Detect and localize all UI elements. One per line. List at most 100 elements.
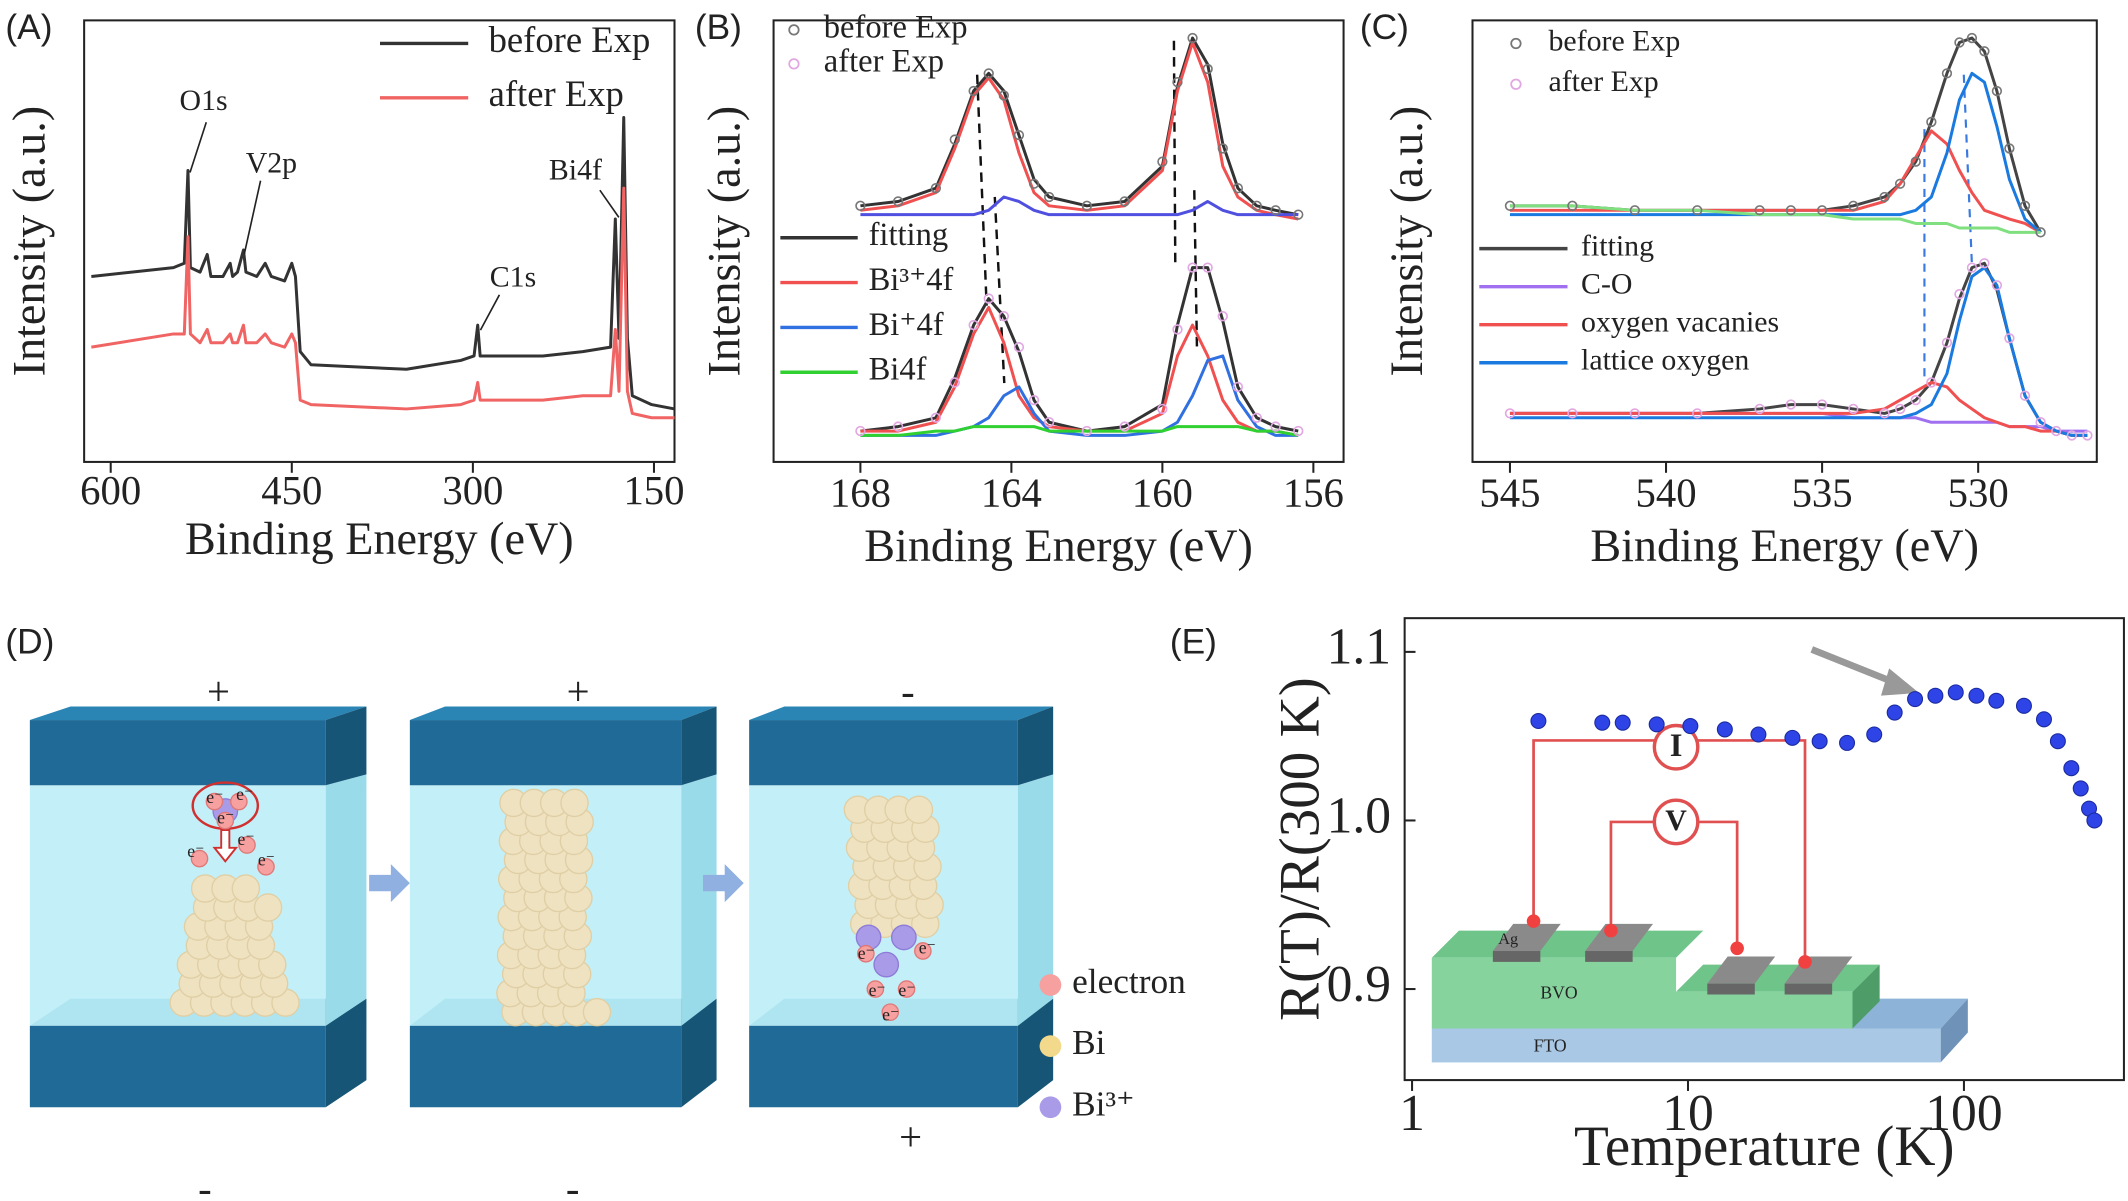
x-tick-label: 545 (1479, 471, 1540, 516)
x-tick-label: 164 (981, 471, 1042, 516)
electron-label: e⁻ (898, 980, 915, 1000)
data-point (2035, 227, 2046, 238)
dielectric-side (681, 774, 717, 1026)
polarity-sign: + (899, 1115, 922, 1160)
x-tick-label: 156 (1283, 471, 1344, 516)
series-line (91, 116, 675, 411)
data-point (1954, 37, 1965, 48)
data-point (1879, 191, 1890, 203)
data-point (1232, 381, 1244, 393)
data-point (949, 377, 960, 388)
data-point (1926, 116, 1937, 128)
electron-label: e⁻ (217, 807, 234, 827)
series-line (860, 195, 1299, 217)
data-point (1941, 337, 1953, 348)
data-point (1894, 178, 1906, 189)
electrode-bottom-side (681, 998, 717, 1108)
guide-line (1193, 190, 1199, 351)
electrode (1784, 983, 1833, 995)
inset-label: I (1670, 728, 1683, 764)
data-point (1954, 288, 1965, 300)
electron-label: e⁻ (206, 787, 223, 807)
x-tick-label: 530 (1948, 471, 2009, 516)
data-point (2063, 760, 2080, 777)
y-axis-label: R(T)/R(300 K) (1269, 677, 1332, 1021)
legend-label: after Exp (1549, 65, 1659, 98)
data-point (1848, 403, 1859, 415)
data-point (1941, 68, 1953, 79)
electrode-bottom (749, 1025, 1018, 1108)
data-point (1716, 721, 1733, 738)
x-axis-label: Binding Energy (eV) (1590, 520, 1979, 571)
panel-label: (E) (1170, 622, 1217, 661)
y-axis-label: Intensity (a.u.) (698, 106, 749, 377)
data-point (1866, 726, 1883, 743)
data-point (1028, 394, 1040, 406)
legend-marker (1039, 1096, 1062, 1119)
x-axis-label: Temperature (K) (1574, 1115, 1954, 1178)
electrode-top-side (681, 706, 717, 786)
plot-frame (772, 19, 1345, 463)
legend-marker (788, 24, 800, 36)
data-point (1594, 714, 1611, 731)
data-point (1293, 425, 1304, 437)
plot-frame (1403, 617, 2125, 1082)
electrode-top (29, 720, 326, 786)
inset-device: I V Ag BVO FTO (1431, 646, 1968, 1063)
x-tick-label: 450 (261, 468, 322, 513)
inset-label: V (1665, 804, 1687, 837)
legend-label: Bi (1072, 1023, 1106, 1062)
dielectric-side (325, 774, 367, 1026)
electron (257, 857, 275, 876)
data-point (2072, 780, 2089, 797)
data-point (1251, 200, 1262, 211)
data-point (1991, 280, 2003, 291)
guide-line (993, 196, 1006, 384)
series-line (91, 186, 675, 420)
data-point (1682, 718, 1699, 735)
data-point (855, 425, 866, 437)
bi-ion (890, 924, 917, 951)
data-point (1187, 32, 1198, 44)
data-point (1567, 408, 1578, 419)
contact (1798, 955, 1812, 969)
data-point (1270, 421, 1281, 432)
x-tick-label: 100 (1925, 1085, 2002, 1142)
data-point (1202, 63, 1213, 75)
legend-label: oxygen vacanies (1581, 306, 1779, 339)
data-point (1081, 200, 1093, 211)
polarity-sign: + (567, 669, 590, 714)
data-point (930, 412, 942, 423)
electron (238, 836, 256, 854)
data-point (1172, 77, 1183, 88)
electrode-top (409, 720, 682, 786)
series-line (1509, 71, 2042, 234)
data-point (1811, 733, 1828, 750)
bvo-top (1431, 930, 1704, 958)
data-point (1754, 403, 1765, 415)
data-point (1013, 341, 1025, 353)
data-point (1692, 205, 1703, 216)
data-point (1754, 205, 1765, 216)
data-point (1784, 729, 1801, 746)
data-point (968, 85, 979, 97)
data-point (1907, 691, 1924, 708)
contact (1604, 923, 1618, 938)
data-point (949, 134, 960, 145)
annotation-line (479, 294, 501, 331)
circuit-wire (1532, 739, 1807, 962)
data-point (1172, 324, 1183, 335)
inset-label: BVO (1540, 983, 1577, 1003)
electron (205, 792, 224, 811)
x-tick-label: 1 (1399, 1085, 1425, 1142)
data-point (1894, 403, 1906, 415)
legend-label: electron (1072, 962, 1186, 1001)
electron-label: e⁻ (187, 841, 204, 861)
y-axis-label: Intensity (a.u.) (4, 106, 55, 377)
electron (866, 980, 885, 998)
electrode-bottom-side (1017, 998, 1054, 1108)
data-point (1966, 262, 1978, 273)
bi-particle (904, 795, 934, 824)
data-point (2086, 812, 2103, 829)
